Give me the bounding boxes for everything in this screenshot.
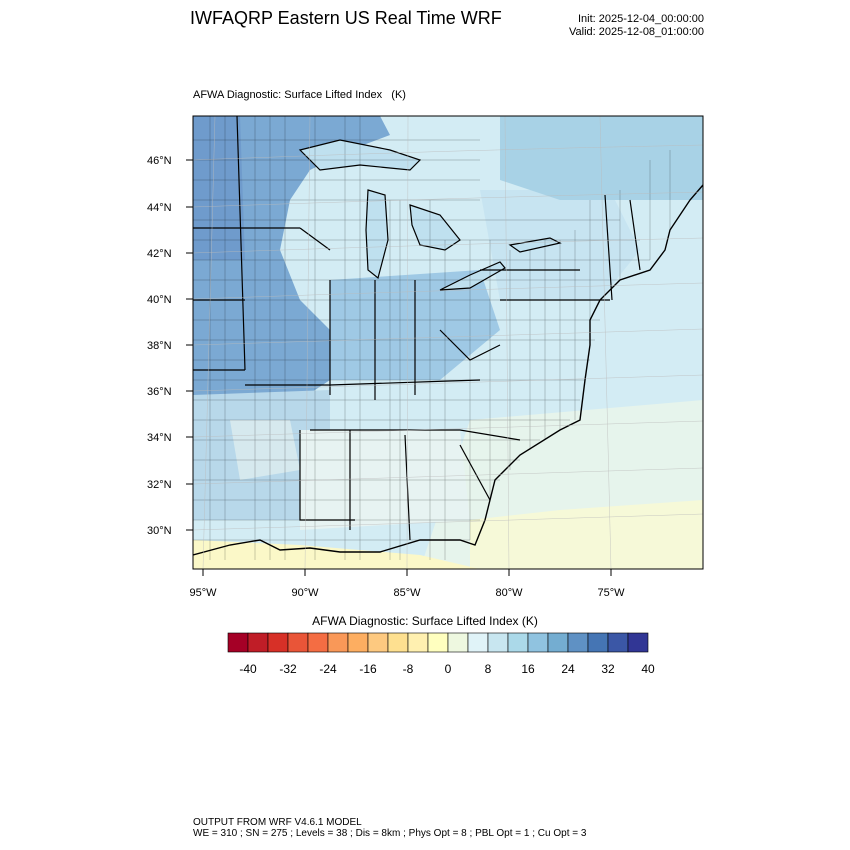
lat-label: 34°N (147, 432, 172, 444)
colorbar-swatch (387, 632, 409, 653)
colorbar (227, 632, 649, 653)
map-plot-area (193, 116, 703, 569)
colorbar-tick-label: -24 (319, 662, 337, 676)
longitude-axis: 95°W 90°W 85°W 80°W 75°W (189, 569, 625, 599)
lon-label: 80°W (495, 587, 523, 599)
lon-label: 90°W (291, 587, 319, 599)
lon-label: 85°W (393, 587, 421, 599)
atlantic-warm-field (470, 500, 703, 569)
colorbar-swatch (427, 632, 449, 653)
latitude-axis: 46°N 44°N 42°N 40°N 38°N 36°N 34°N 32°N … (147, 155, 193, 537)
lat-label: 46°N (147, 155, 172, 167)
colorbar-tick-label: 16 (521, 662, 535, 676)
lake-michigan (365, 189, 389, 280)
colorbar-swatch (507, 632, 529, 653)
lat-label: 44°N (147, 202, 172, 214)
colorbar-tick-label: -16 (359, 662, 377, 676)
field-title: AFWA Diagnostic: Surface Lifted Index (K… (193, 89, 406, 101)
plains-field (193, 116, 245, 260)
colorbar-swatch (347, 632, 369, 653)
colorbar-tick-label: 40 (641, 662, 655, 676)
colorbar-tick-label: 32 (601, 662, 615, 676)
colorbar-swatch (367, 632, 389, 653)
colorbar-swatch (327, 632, 349, 653)
lake-erie (439, 261, 506, 291)
colorbar-swatch (247, 632, 269, 653)
colorbar-tick-label: -8 (403, 662, 414, 676)
footer-config: WE = 310 ; SN = 275 ; Levels = 38 ; Dis … (193, 828, 587, 839)
lon-label: 75°W (597, 587, 625, 599)
footer-model: OUTPUT FROM WRF V4.6.1 MODEL (193, 817, 362, 828)
colorbar-tick-label: 24 (561, 662, 575, 676)
colorbar-tick-label: -32 (279, 662, 297, 676)
county-borders (193, 116, 671, 560)
colorbar-swatch (467, 632, 489, 653)
colorbar-tick-label: 0 (445, 662, 452, 676)
colorbar-tick-label: -40 (239, 662, 257, 676)
lat-label: 38°N (147, 340, 172, 352)
colorbar-swatch (487, 632, 509, 653)
lat-label: 40°N (147, 294, 172, 306)
colorbar-swatch (607, 632, 629, 653)
colorbar-swatch (547, 632, 569, 653)
lat-label: 30°N (147, 525, 172, 537)
colorbar-swatch (447, 632, 469, 653)
run-times: Init: 2025-12-04_00:00:00 Valid: 2025-12… (569, 13, 704, 39)
lat-label: 32°N (147, 479, 172, 491)
map-frame (192, 115, 704, 570)
colorbar-swatch (567, 632, 589, 653)
colorbar-swatch (227, 632, 249, 653)
colorbar-swatch (527, 632, 549, 653)
colorbar-swatch (407, 632, 429, 653)
colorbar-tick-label: 8 (485, 662, 492, 676)
colorbar-swatch (267, 632, 289, 653)
gulf-field (193, 540, 480, 569)
chart-title: IWFAQRP Eastern US Real Time WRF (190, 8, 502, 28)
arklatex-field (230, 420, 300, 480)
lat-label: 36°N (147, 386, 172, 398)
colorbar-swatch (627, 632, 649, 653)
colorbar-swatch (287, 632, 309, 653)
canada-field (500, 116, 703, 200)
valid-time: Valid: 2025-12-08_01:00:00 (569, 26, 704, 38)
lat-label: 42°N (147, 248, 172, 260)
lon-label: 95°W (189, 587, 217, 599)
colorbar-title: AFWA Diagnostic: Surface Lifted Index (K… (312, 614, 538, 628)
colorbar-swatch (307, 632, 329, 653)
colorbar-labels: -40 -32 -24 -16 -8 0 8 16 24 32 40 (239, 662, 655, 676)
colorbar-swatch (587, 632, 609, 653)
init-time: Init: 2025-12-04_00:00:00 (578, 13, 704, 25)
coastline (193, 184, 703, 556)
